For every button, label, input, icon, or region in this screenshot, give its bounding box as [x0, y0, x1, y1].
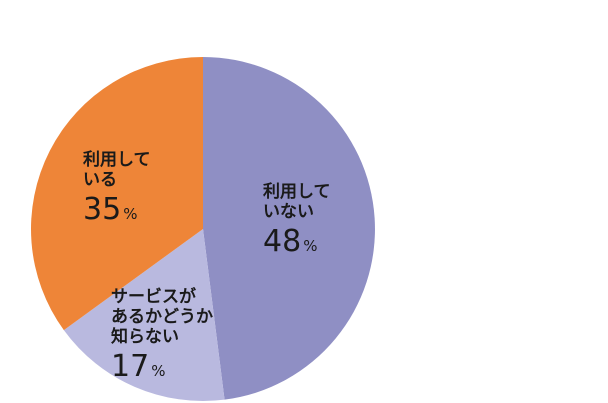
- pie-slices: [31, 57, 375, 401]
- slice-label-text: あるかどうか: [111, 307, 213, 327]
- slice-value-number: 48: [263, 224, 301, 259]
- slice-label-text: いない: [263, 202, 314, 222]
- slice-value-unit: %: [151, 362, 165, 380]
- slice-label-text: いる: [83, 170, 117, 190]
- slice-value-number: 35: [83, 192, 121, 227]
- slice-label-text: サービスが: [111, 286, 196, 307]
- slice-value-label: 17%: [111, 349, 165, 384]
- slice-value-label: 48%: [263, 224, 317, 259]
- pie-slice-0: [203, 57, 375, 400]
- slice-label-text: 利用して: [83, 149, 151, 170]
- slice-value-label: 35%: [83, 192, 137, 227]
- pie-slice-1: [63, 229, 225, 401]
- slice-value-number: 17: [111, 349, 149, 384]
- slice-value-unit: %: [123, 205, 137, 223]
- slice-value-unit: %: [303, 237, 317, 255]
- slice-label-text: 知らない: [110, 326, 179, 347]
- pie-slice-2: [31, 57, 203, 331]
- slice-label-text: 利用して: [263, 181, 331, 202]
